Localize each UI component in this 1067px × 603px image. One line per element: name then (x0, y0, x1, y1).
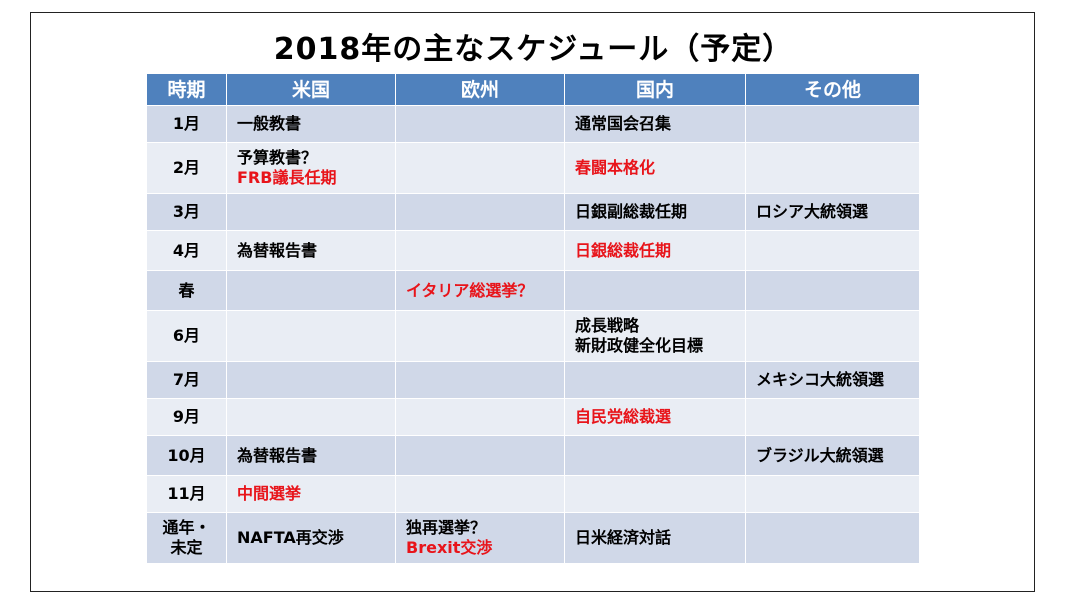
period-line: 通年・ (162, 518, 211, 537)
other-cell (746, 311, 920, 362)
other-cell (746, 231, 920, 271)
domestic-cell: 日銀総裁任期 (565, 231, 746, 271)
domestic-cell: 日米経済対話 (565, 513, 746, 564)
period-cell: 2月 (147, 143, 227, 194)
event-text: 為替報告書 (237, 445, 318, 465)
period-cell: 9月 (147, 399, 227, 436)
table-row: 1月 一般教書 通常国会召集 (147, 106, 920, 143)
event-text: ロシア大統領選 (756, 202, 869, 221)
event-text: 成長戦略 (575, 316, 640, 335)
other-cell: ロシア大統領選 (746, 194, 920, 231)
domestic-cell: 自民党総裁選 (565, 399, 746, 436)
event-text: FRB議長任期 (237, 168, 337, 187)
event-text: 日米経済対話 (575, 528, 672, 547)
event-text: ブラジル大統領選 (756, 445, 884, 465)
event-text: 通常国会召集 (575, 114, 672, 133)
eu-cell (396, 436, 565, 476)
us-cell: NAFTA再交渉 (227, 513, 396, 564)
other-cell: メキシコ大統領選 (746, 362, 920, 399)
table-header-row: 時期 米国 欧州 国内 その他 (147, 74, 920, 106)
domestic-cell (565, 476, 746, 513)
eu-cell: 独再選挙？ Brexit交渉 (396, 513, 565, 564)
event-text: 独再選挙？ (406, 518, 487, 537)
table-row: 10月 為替報告書 ブラジル大統領選 (147, 436, 920, 476)
eu-cell (396, 194, 565, 231)
us-cell (227, 311, 396, 362)
eu-cell (396, 311, 565, 362)
us-cell (227, 194, 396, 231)
us-cell: 為替報告書 (227, 436, 396, 476)
period-line: 未定 (170, 538, 203, 557)
period-cell: 6月 (147, 311, 227, 362)
eu-cell (396, 106, 565, 143)
eu-cell (396, 143, 565, 194)
page-title: 2018年の主なスケジュール（予定） (273, 32, 794, 67)
table-row: 3月 日銀副総裁任期 ロシア大統領選 (147, 194, 920, 231)
us-cell: 為替報告書 (227, 231, 396, 271)
event-text: メキシコ大統領選 (756, 370, 885, 389)
other-cell (746, 399, 920, 436)
period-cell: 3月 (147, 194, 227, 231)
event-text: イタリア総選挙？ (406, 280, 534, 300)
domestic-cell (565, 436, 746, 476)
us-cell (227, 399, 396, 436)
domestic-cell: 成長戦略 新財政健全化目標 (565, 311, 746, 362)
us-cell: 予算教書？ FRB議長任期 (227, 143, 396, 194)
eu-cell (396, 362, 565, 399)
table-row: 通年・ 未定 NAFTA再交渉 独再選挙？ Brexit交渉 日米経済対話 (147, 513, 920, 564)
domestic-cell (565, 271, 746, 311)
table-row: 9月 自民党総裁選 (147, 399, 920, 436)
event-text: 為替報告書 (237, 240, 318, 260)
table-row: 6月 成長戦略 新財政健全化目標 (147, 311, 920, 362)
event-text: 中間選挙 (237, 484, 302, 503)
header-domestic: 国内 (565, 74, 746, 106)
period-cell: 通年・ 未定 (147, 513, 227, 564)
table-row: 11月 中間選挙 (147, 476, 920, 513)
eu-cell (396, 399, 565, 436)
domestic-cell: 通常国会召集 (565, 106, 746, 143)
schedule-table: 時期 米国 欧州 国内 その他 1月 一般教書 通常国会召集 2月 予算教書？ FRB議長… (147, 74, 920, 564)
header-period: 時期 (147, 74, 227, 106)
table-row: 4月 為替報告書 日銀総裁任期 (147, 231, 920, 271)
period-cell: 11月 (147, 476, 227, 513)
event-text: 日銀総裁任期 (575, 240, 672, 260)
us-cell (227, 362, 396, 399)
eu-cell (396, 231, 565, 271)
other-cell: ブラジル大統領選 (746, 436, 920, 476)
event-text: 予算教書？ (237, 148, 318, 167)
header-other: その他 (746, 74, 920, 106)
eu-cell: イタリア総選挙？ (396, 271, 565, 311)
other-cell (746, 513, 920, 564)
table-row: 2月 予算教書？ FRB議長任期 春闘本格化 (147, 143, 920, 194)
period-cell: 春 (147, 271, 227, 311)
period-cell: 1月 (147, 106, 227, 143)
event-text: NAFTA再交渉 (237, 528, 344, 547)
domestic-cell: 春闘本格化 (565, 143, 746, 194)
other-cell (746, 271, 920, 311)
period-cell: 10月 (147, 436, 227, 476)
event-text: 新財政健全化目標 (575, 336, 704, 355)
event-text: 一般教書 (237, 114, 302, 133)
other-cell (746, 143, 920, 194)
header-us: 米国 (227, 74, 396, 106)
us-cell: 一般教書 (227, 106, 396, 143)
event-text: 春闘本格化 (575, 158, 656, 177)
domestic-cell: 日銀副総裁任期 (565, 194, 746, 231)
event-text: 自民党総裁選 (575, 407, 672, 426)
table-body: 1月 一般教書 通常国会召集 2月 予算教書？ FRB議長任期 春闘本格化 3月 日銀副総裁任期… (147, 106, 920, 564)
table-row: 7月 メキシコ大統領選 (147, 362, 920, 399)
event-text: 日銀副総裁任期 (575, 202, 688, 221)
us-cell (227, 271, 396, 311)
table-row: 春 イタリア総選挙？ (147, 271, 920, 311)
domestic-cell (565, 362, 746, 399)
period-cell: 4月 (147, 231, 227, 271)
other-cell (746, 106, 920, 143)
eu-cell (396, 476, 565, 513)
other-cell (746, 476, 920, 513)
event-text: Brexit交渉 (406, 538, 493, 557)
period-cell: 7月 (147, 362, 227, 399)
us-cell: 中間選挙 (227, 476, 396, 513)
header-eu: 欧州 (396, 74, 565, 106)
